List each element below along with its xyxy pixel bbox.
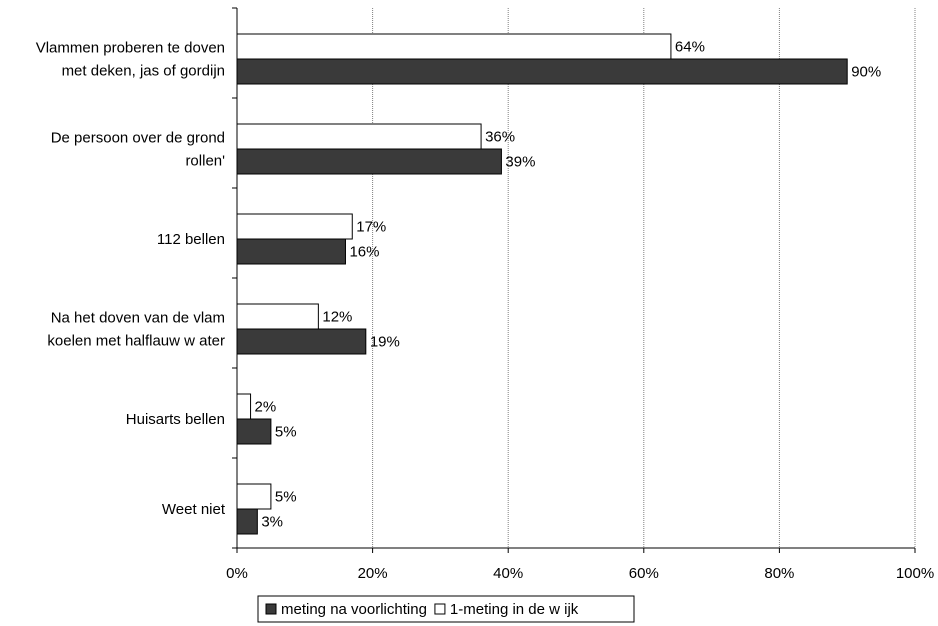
x-tick-labels: 0% 20% 40% 60% 80% 100%	[226, 565, 934, 582]
bar	[236, 483, 272, 510]
data-label: 39%	[505, 154, 535, 171]
bar	[236, 328, 367, 355]
data-label: 19%	[370, 334, 400, 351]
bar	[236, 148, 502, 175]
category-label: Huisarts bellen	[126, 411, 225, 428]
category-label: Na het doven van de vlam koelen met halfl…	[47, 310, 225, 350]
data-labels: 64% 90% 36% 39% 17% 16% 12% 19% 2% 5% 5% 3%	[255, 39, 882, 531]
data-label: 36%	[485, 129, 515, 146]
x-tick-label: 80%	[764, 565, 794, 582]
data-label: 5%	[275, 489, 297, 506]
grid-lines	[372, 8, 916, 548]
legend-label: 1-meting in de w ijk	[450, 601, 579, 618]
bar	[236, 213, 353, 240]
legend-swatch	[265, 603, 277, 615]
legend-label: meting na voorlichting	[281, 601, 427, 618]
bar	[236, 123, 482, 150]
data-label: 64%	[675, 39, 705, 56]
axes	[232, 7, 916, 553]
x-tick-label: 100%	[896, 565, 934, 582]
category-label: Vlammen proberen te doven met deken, jas …	[36, 40, 225, 80]
legend: meting na voorlichting 1-meting in de w i…	[257, 595, 635, 623]
data-label: 3%	[261, 514, 283, 531]
legend-swatch	[434, 603, 446, 615]
data-label: 5%	[275, 424, 297, 441]
bar	[236, 508, 258, 535]
x-tick-label: 60%	[629, 565, 659, 582]
x-tick-label: 20%	[358, 565, 388, 582]
category-label: Weet niet	[162, 501, 226, 518]
data-label: 2%	[255, 399, 277, 416]
bar	[236, 33, 672, 60]
bar	[236, 303, 319, 330]
data-label: 16%	[349, 244, 379, 261]
category-labels: Vlammen proberen te doven met deken, jas …	[36, 40, 226, 519]
data-label: 12%	[322, 309, 352, 326]
data-label: 17%	[356, 219, 386, 236]
x-tick-label: 0%	[226, 565, 248, 582]
data-label: 90%	[851, 64, 881, 81]
legend-box	[257, 595, 635, 623]
bar	[236, 393, 252, 420]
bar	[236, 418, 272, 445]
category-label: De persoon over de grond rollen'	[51, 130, 225, 170]
x-tick-label: 40%	[493, 565, 523, 582]
category-label: 112 bellen	[157, 231, 225, 248]
bars	[236, 33, 848, 535]
bar	[236, 238, 346, 265]
bar	[236, 58, 848, 85]
